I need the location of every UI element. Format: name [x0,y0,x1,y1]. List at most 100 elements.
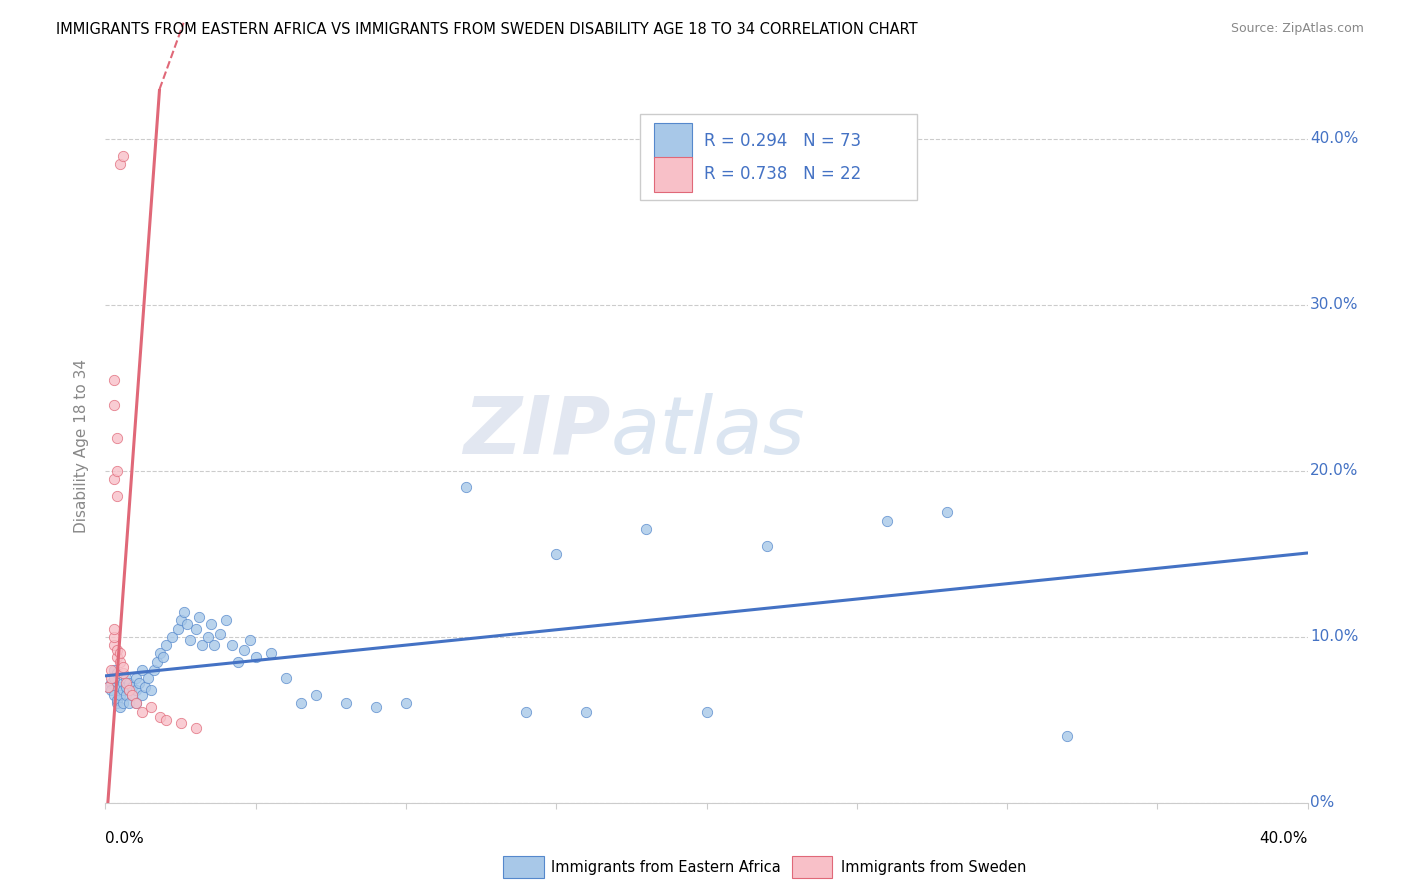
Text: Source: ZipAtlas.com: Source: ZipAtlas.com [1230,22,1364,36]
FancyBboxPatch shape [654,157,692,192]
Point [155,713,177,727]
Point [107,464,129,478]
Point [115,671,138,685]
Point [112,666,135,681]
Point [112,148,135,162]
Point [160,630,183,644]
Point [112,696,135,710]
Point [169,716,191,731]
Point [136,671,159,685]
Point [179,633,201,648]
Point [755,539,778,553]
Point [290,696,312,710]
Point [97,680,120,694]
Point [131,705,153,719]
Point [636,522,658,536]
Point [546,547,568,561]
Point [169,613,191,627]
Point [118,676,141,690]
Point [696,705,718,719]
Point [100,676,122,690]
Point [515,705,537,719]
Text: R = 0.738   N = 22: R = 0.738 N = 22 [704,165,862,183]
Point [221,638,243,652]
Point [395,696,418,710]
Point [103,638,125,652]
Text: 0.0%: 0.0% [105,831,145,847]
Point [118,696,141,710]
Point [115,676,138,690]
Point [124,671,146,685]
FancyBboxPatch shape [654,123,692,159]
Point [305,688,328,702]
Point [208,626,231,640]
Point [118,682,141,697]
Point [142,663,165,677]
Point [155,638,177,652]
Text: 20.0%: 20.0% [1310,463,1358,478]
Point [176,616,198,631]
Point [190,638,212,652]
Point [335,696,357,710]
Point [103,688,125,702]
Point [152,649,174,664]
Text: IMMIGRANTS FROM EASTERN AFRICA VS IMMIGRANTS FROM SWEDEN DISABILITY AGE 18 TO 34: IMMIGRANTS FROM EASTERN AFRICA VS IMMIGR… [56,22,918,37]
Point [97,680,120,694]
Point [575,705,598,719]
Point [1056,730,1078,744]
Point [110,699,132,714]
Point [124,696,146,710]
Point [103,373,125,387]
Point [131,663,153,677]
Text: R = 0.294   N = 73: R = 0.294 N = 73 [704,132,862,150]
Point [148,647,170,661]
Point [260,647,283,661]
Text: 40.0%: 40.0% [1260,831,1308,847]
Point [110,157,132,171]
Point [124,696,146,710]
Point [184,721,207,735]
Point [184,622,207,636]
Point [232,643,254,657]
Point [876,514,898,528]
Point [107,666,129,681]
Point [100,671,122,685]
Point [166,622,188,636]
Point [103,671,125,685]
Point [173,605,195,619]
Point [121,680,143,694]
Point [103,397,125,411]
Point [107,643,129,657]
Point [124,682,146,697]
Text: 40.0%: 40.0% [1310,131,1358,146]
Point [107,696,129,710]
Text: atlas: atlas [610,392,806,471]
Point [103,663,125,677]
Point [454,481,477,495]
Text: 0%: 0% [1310,796,1334,810]
Point [107,693,129,707]
Point [226,655,249,669]
Point [107,431,129,445]
Point [100,682,122,697]
Point [197,630,219,644]
Point [145,655,167,669]
Point [121,688,143,702]
Text: Immigrants from Sweden: Immigrants from Sweden [841,860,1026,874]
FancyBboxPatch shape [640,114,917,200]
Text: 10.0%: 10.0% [1310,630,1358,644]
Point [128,676,150,690]
Point [131,688,153,702]
Point [100,663,122,677]
Point [107,489,129,503]
Point [110,680,132,694]
Point [214,613,236,627]
Point [107,649,129,664]
Text: ZIP: ZIP [463,392,610,471]
Point [112,682,135,697]
Point [139,699,162,714]
Point [110,647,132,661]
Point [936,505,959,519]
Point [115,688,138,702]
Point [112,659,135,673]
